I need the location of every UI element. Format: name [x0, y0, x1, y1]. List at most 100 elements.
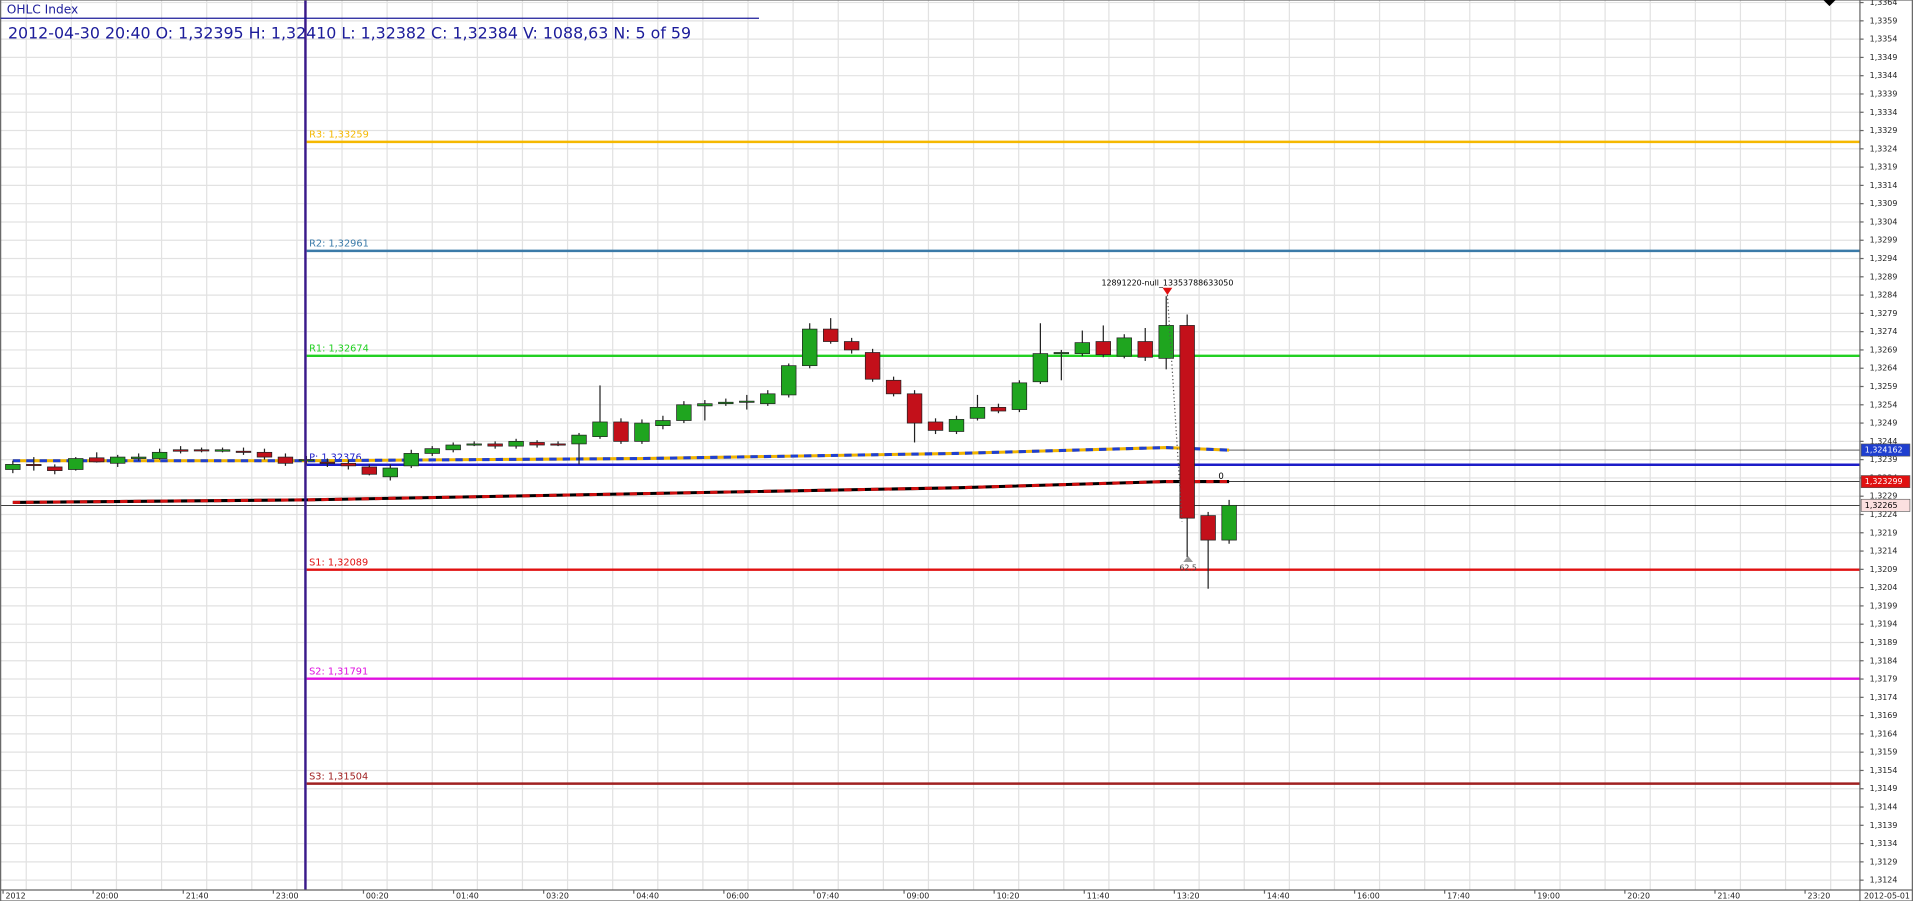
y-tick-label: 1,3164: [1870, 729, 1898, 738]
x-tick-label: 10:20: [997, 892, 1020, 901]
candle-body: [382, 467, 398, 478]
y-tick-label: 1,3319: [1870, 163, 1898, 172]
y-tick-label: 1,3134: [1870, 839, 1898, 848]
candle-body: [487, 443, 503, 447]
annotation: 12891220-null_13353788633050: [1101, 278, 1233, 287]
y-tick-label: 1,3289: [1870, 272, 1898, 281]
y-tick-label: 1,3304: [1870, 217, 1898, 226]
candle-body: [68, 458, 84, 470]
candle-body: [885, 379, 902, 395]
y-tick-label: 1,3154: [1870, 766, 1898, 775]
y-tick-label: 1,3159: [1870, 748, 1898, 757]
price-box-label: 1,32265: [1865, 501, 1898, 510]
candle-body: [1095, 341, 1111, 356]
annotation-link: [1166, 295, 1183, 522]
price-box-label: 1,324162: [1865, 446, 1903, 455]
candle-body: [1053, 352, 1070, 355]
y-tick-label: 1,3354: [1870, 35, 1898, 44]
y-tick-label: 1,3344: [1870, 71, 1898, 80]
x-tick-label: 14:40: [1267, 892, 1290, 901]
candle-body: [613, 421, 629, 442]
y-tick-label: 1,3144: [1870, 803, 1898, 812]
candle-body: [47, 466, 63, 471]
y-tick-label: 1,3174: [1870, 693, 1898, 702]
y-tick-label: 1,3189: [1870, 638, 1898, 647]
annotation: 0: [1218, 472, 1223, 482]
y-tick-label: 1,3279: [1870, 309, 1898, 318]
candle-body: [634, 422, 650, 442]
candle-body: [277, 456, 294, 464]
candle-body: [990, 406, 1007, 412]
y-tick-label: 1,3229: [1870, 492, 1898, 501]
y-tick-label: 1,3169: [1870, 711, 1898, 720]
candle-body: [109, 456, 126, 464]
x-tick-label: 03:20: [546, 892, 569, 901]
candle-body: [739, 400, 755, 403]
x-tick-label: 01:40: [456, 892, 479, 901]
candle-body: [1116, 337, 1132, 357]
candle-body: [718, 401, 734, 405]
x-tick-label: 21:40: [1717, 892, 1740, 901]
candle-body: [361, 466, 378, 475]
pivot-label: R3: 1,33259: [309, 130, 369, 141]
plot: R3: 1,33259 R2: 1,32961 R1: 1,32674 P: 1,32…: [0, 130, 1860, 785]
y-tick-label: 1,3294: [1870, 254, 1898, 263]
candle-body: [1158, 325, 1174, 359]
x-tick-label: 09:00: [907, 892, 930, 901]
x-tick-label: 19:00: [1537, 892, 1560, 901]
candle-body: [906, 393, 923, 424]
grid: [0, 0, 1860, 891]
candle-body: [843, 341, 860, 351]
y-tick-label: 1,3239: [1870, 455, 1898, 464]
candle-body: [1221, 504, 1237, 541]
y-tick-label: 1,3249: [1870, 419, 1898, 428]
y-tick-label: 1,3309: [1870, 199, 1898, 208]
y-tick-label: 1,3274: [1870, 327, 1898, 336]
candle-body: [214, 449, 231, 452]
y-tick-label: 1,3329: [1870, 126, 1898, 135]
candle-body: [676, 404, 692, 421]
candle-body: [969, 406, 986, 419]
y-tick-label: 1,3349: [1870, 53, 1898, 62]
moving-average-dash: [12, 446, 1230, 463]
y-tick-label: 1,3244: [1870, 437, 1898, 446]
y-tick-label: 1,3324: [1870, 144, 1898, 153]
y-tick-label: 1,3209: [1870, 565, 1898, 574]
candle-body: [5, 464, 21, 470]
price-box: [1860, 475, 1911, 489]
x-tick-label: 17:40: [1447, 892, 1470, 901]
x-tick-label: 07:40: [816, 892, 839, 901]
candle-body: [424, 448, 440, 454]
y-tick-label: 1,3264: [1870, 364, 1898, 373]
candle-body: [1179, 325, 1195, 519]
candle-body: [1011, 382, 1028, 410]
pivot-label: S1: 1,32089: [309, 557, 368, 568]
y-tick-label: 1,3214: [1870, 547, 1898, 556]
candle-body: [1074, 342, 1091, 354]
y-tick-label: 1,3149: [1870, 784, 1898, 793]
header-title: OHLC Index: [7, 2, 78, 16]
moving-average-dash: [12, 480, 1230, 504]
annotation-marker: [1183, 555, 1194, 563]
x-tick-label: 23:00: [276, 892, 299, 901]
x-tick-label: 20:00: [96, 892, 119, 901]
annotation-marker: [1162, 287, 1173, 296]
price-box: [1860, 443, 1911, 457]
y-tick-label: 1,3359: [1870, 16, 1898, 25]
header-info: 2012-04-30 20:40 O: 1,32395 H: 1,32410 L…: [8, 24, 691, 43]
x-tick-label: 06:00: [726, 892, 749, 901]
candle-body: [927, 421, 944, 431]
x-tick-label: 16:00: [1357, 892, 1380, 901]
y-tick-label: 1,3204: [1870, 583, 1898, 592]
y-tick-label: 1,3254: [1870, 400, 1898, 409]
candle-body: [508, 440, 524, 447]
pivot-label: R2: 1,32961: [309, 239, 369, 250]
candle-body: [256, 451, 273, 458]
x-tick-label: 11:40: [1087, 892, 1110, 901]
candle-body: [26, 464, 42, 466]
candle-body: [781, 365, 797, 396]
y-tick-label: 1,3139: [1870, 821, 1898, 830]
